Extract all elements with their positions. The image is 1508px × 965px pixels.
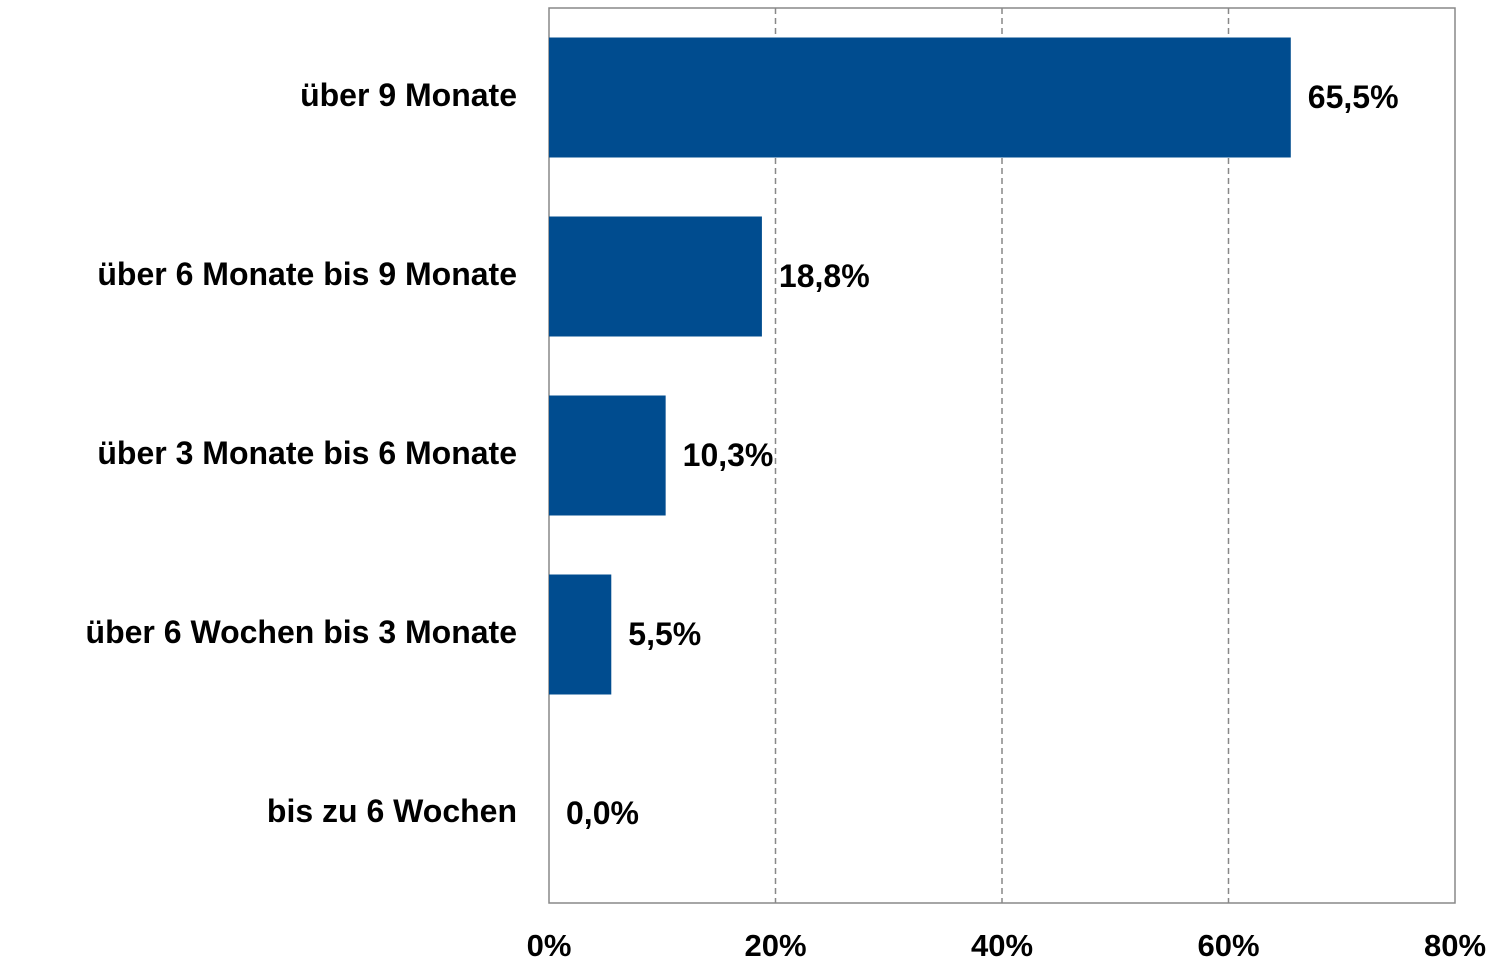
x-tick-label: 40% — [971, 928, 1033, 963]
y-tick-label: über 6 Wochen bis 3 Monate — [86, 614, 517, 650]
value-label: 0,0% — [566, 795, 639, 831]
value-label: 18,8% — [779, 258, 870, 294]
x-tick-label: 60% — [1197, 928, 1259, 963]
y-tick-label: über 6 Monate bis 9 Monate — [97, 256, 517, 292]
x-tick-label: 80% — [1424, 928, 1486, 963]
bar — [549, 574, 612, 695]
y-tick-label: bis zu 6 Wochen — [267, 793, 517, 829]
y-tick-label: über 9 Monate — [300, 77, 517, 113]
y-tick-label: über 3 Monate bis 6 Monate — [97, 435, 517, 471]
value-label: 5,5% — [628, 616, 701, 652]
value-label: 10,3% — [683, 437, 774, 473]
bar — [549, 37, 1291, 158]
x-tick-label: 20% — [744, 928, 806, 963]
bar — [549, 216, 762, 337]
bar — [549, 395, 666, 516]
x-tick-label: 0% — [527, 928, 572, 963]
value-label: 65,5% — [1308, 79, 1399, 115]
